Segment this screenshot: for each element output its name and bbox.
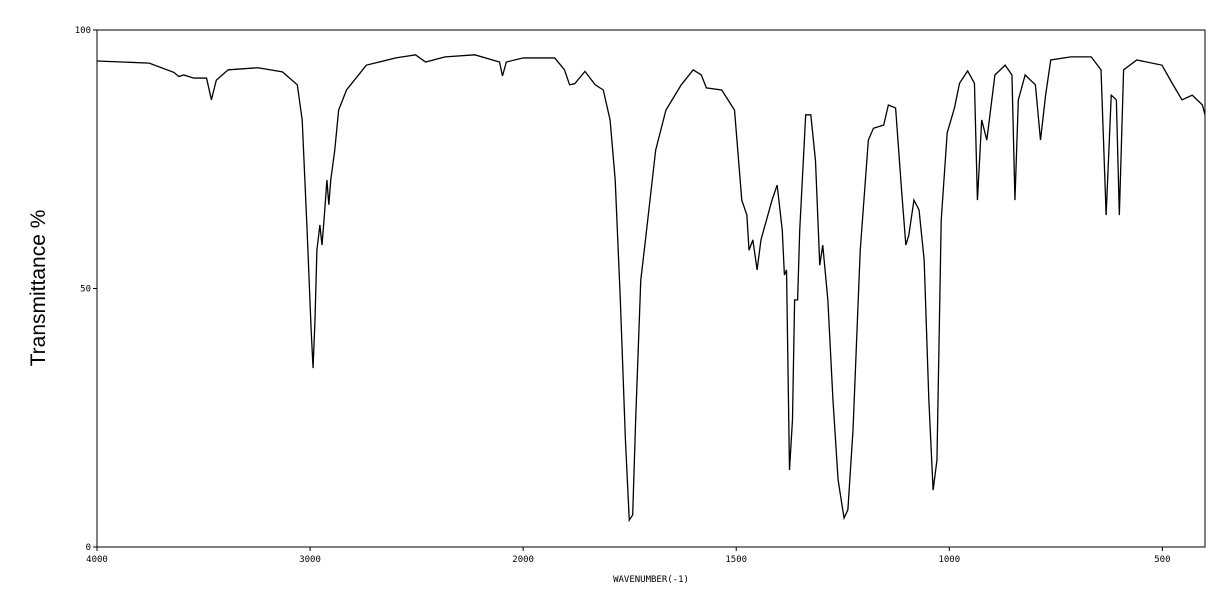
x-tick-label: 2000 [512,555,534,565]
y-axis-label: Transmittance % [27,210,50,367]
x-tick-label: 4000 [86,555,108,565]
plot-frame [96,29,1206,548]
y-tick-label: 100 [75,26,91,36]
x-tick-label: 500 [1154,555,1170,565]
x-axis-label: WAVENUMBER(-1) [613,575,689,585]
spectrum-line [96,54,1206,523]
y-tick-label: 0 [86,543,91,553]
y-tick-label: 50 [80,285,91,295]
x-tick-label: 1000 [938,555,960,565]
x-tick-label: 3000 [299,555,321,565]
x-tick-label: 1500 [725,555,747,565]
